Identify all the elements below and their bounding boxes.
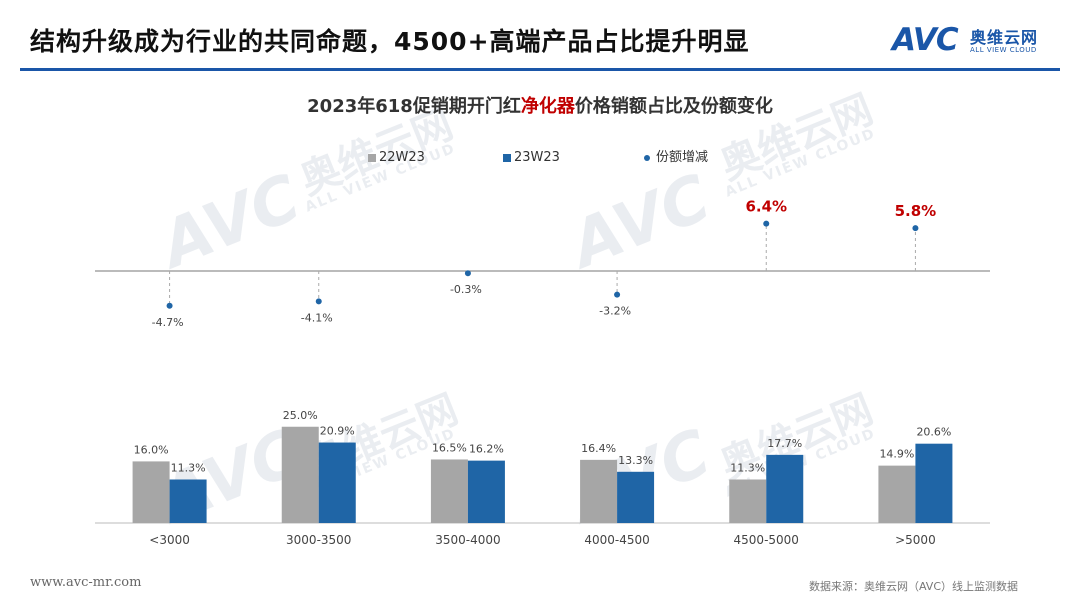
bar-22w23 — [281, 426, 319, 523]
bar-data-label: 16.5% — [432, 441, 467, 454]
bar-data-label: 16.0% — [134, 443, 169, 456]
change-point — [912, 225, 919, 232]
bar-22w23 — [430, 459, 468, 523]
change-data-label: -0.3% — [450, 283, 482, 296]
change-point — [166, 302, 173, 309]
x-tick-label: 4500-5000 — [734, 533, 799, 547]
bar-data-label: 17.7% — [767, 437, 802, 450]
bar-data-label: 20.6% — [916, 426, 951, 439]
change-data-label: 6.4% — [745, 198, 787, 216]
x-tick-label: 4000-4500 — [584, 533, 649, 547]
bar-23w23 — [915, 443, 953, 523]
bar-data-label: 13.3% — [618, 454, 653, 467]
logo-en-text: ALL VIEW CLOUD — [970, 46, 1037, 54]
bar-22w23 — [132, 461, 170, 523]
chart-title-suffix: 价格销额占比及份额变化 — [574, 96, 773, 117]
x-tick-label: <3000 — [149, 533, 190, 547]
chart-title: 2023年618促销期开门红净化器价格销额占比及份额变化 — [0, 92, 1080, 118]
bar-data-label: 11.3% — [171, 461, 206, 474]
legend-item-22w23: 22W23 — [368, 150, 425, 166]
footer-source: 数据来源：奥维云网（AVC）线上监测数据 — [808, 580, 1018, 593]
header-divider — [20, 68, 1060, 71]
legend-label-share-change: 份额增减 — [656, 150, 709, 165]
chart-title-highlight: 净化器 — [520, 96, 575, 117]
bar-22w23 — [729, 479, 767, 523]
bar-23w23 — [467, 460, 505, 523]
change-point — [464, 270, 471, 277]
bar-23w23 — [169, 479, 207, 523]
change-point — [315, 298, 322, 305]
change-data-label: -3.2% — [599, 305, 631, 318]
logo-mark: AVC — [892, 22, 959, 58]
page-title: 结构升级成为行业的共同命题，4500+高端产品占比提升明显 — [30, 27, 750, 56]
chart-title-prefix: 2023年618促销期开门红 — [307, 96, 521, 117]
x-tick-label: >5000 — [895, 533, 936, 547]
change-data-label: -4.1% — [301, 311, 333, 324]
bar-data-label: 25.0% — [283, 409, 318, 422]
bar-23w23 — [766, 454, 804, 523]
x-tick-label: 3000-3500 — [286, 533, 351, 547]
logo-cn-text: 奥维云网 — [970, 28, 1039, 47]
bar-data-label: 16.2% — [469, 443, 504, 456]
change-point — [614, 291, 621, 298]
bar-data-label: 14.9% — [879, 448, 914, 461]
bar-data-label: 20.9% — [320, 425, 355, 438]
legend-dot-share-change — [644, 154, 650, 161]
legend-swatch-23w23 — [503, 153, 511, 162]
avc-logo: AVC 奥维云网 ALL VIEW CLOUD — [892, 22, 1062, 58]
bar-23w23 — [617, 471, 655, 523]
legend-item-23w23: 23W23 — [503, 150, 560, 166]
legend-item-share-change: 份额增减 — [644, 150, 708, 166]
x-tick-label: 3500-4000 — [435, 533, 500, 547]
bar-23w23 — [318, 442, 356, 523]
legend-label-23w23: 23W23 — [514, 150, 560, 165]
change-point — [763, 220, 770, 227]
bar-22w23 — [580, 459, 618, 523]
bar-22w23 — [878, 465, 916, 523]
change-data-label: 5.8% — [895, 202, 937, 220]
bar-data-label: 11.3% — [730, 461, 765, 474]
legend-swatch-22w23 — [368, 153, 376, 162]
change-data-label: -4.7% — [152, 316, 184, 329]
legend-label-22w23: 22W23 — [379, 150, 425, 165]
bar-data-label: 16.4% — [581, 442, 616, 455]
footer-url: www.avc-mr.com — [30, 575, 142, 590]
